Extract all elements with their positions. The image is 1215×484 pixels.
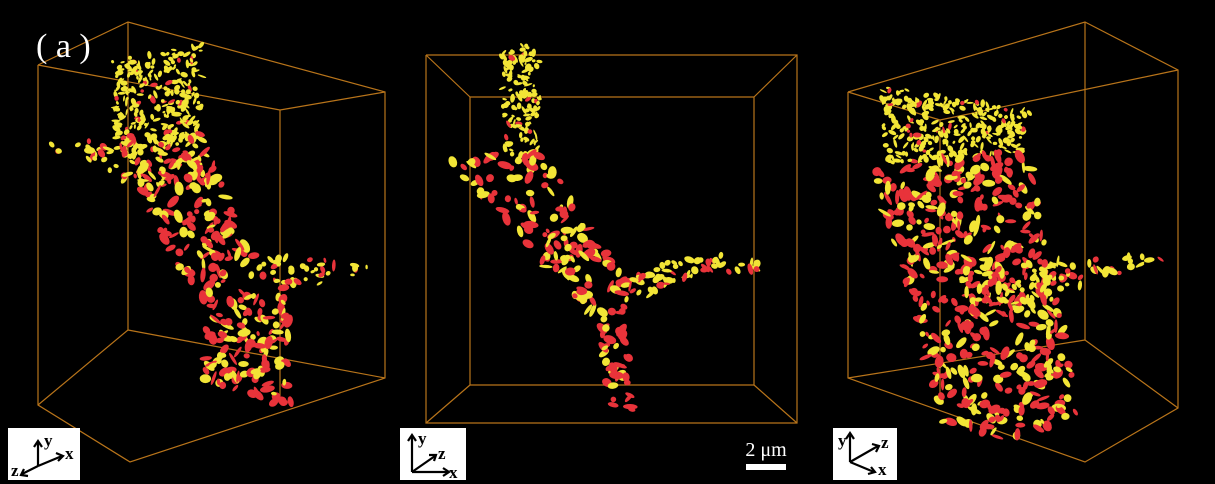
axis-label: x: [65, 444, 74, 463]
axis-icon: y z x: [400, 428, 466, 482]
axis-label: y: [44, 431, 53, 450]
axis-label: y: [838, 431, 847, 450]
particle: [516, 204, 522, 210]
axis-icon: y z x: [8, 428, 80, 480]
particle: [517, 102, 522, 109]
particle: [943, 226, 951, 234]
particle: [936, 276, 948, 282]
axis-label: x: [878, 460, 887, 479]
axis-label: y: [418, 429, 427, 448]
particle: [238, 361, 249, 367]
scale-bar-label: 2 μm: [745, 439, 787, 461]
particle: [1015, 423, 1025, 428]
axis-label: x: [449, 463, 458, 482]
particle: [177, 51, 184, 56]
axis-icon: y z x: [833, 428, 897, 480]
figure: ( a ) y z x y z x y z x 2 μm: [0, 0, 1215, 484]
axis-label: z: [11, 461, 19, 480]
page: {"figure_label": "( a )", "panels": [ {"…: [0, 0, 1215, 484]
particle: [927, 98, 934, 101]
particle: [886, 160, 891, 162]
axis-label: z: [438, 444, 446, 463]
particle: [941, 378, 944, 390]
scale-bar: [746, 464, 786, 470]
figure-label: ( a ): [36, 28, 91, 65]
particle: [964, 286, 969, 298]
axis-label: z: [881, 433, 889, 452]
